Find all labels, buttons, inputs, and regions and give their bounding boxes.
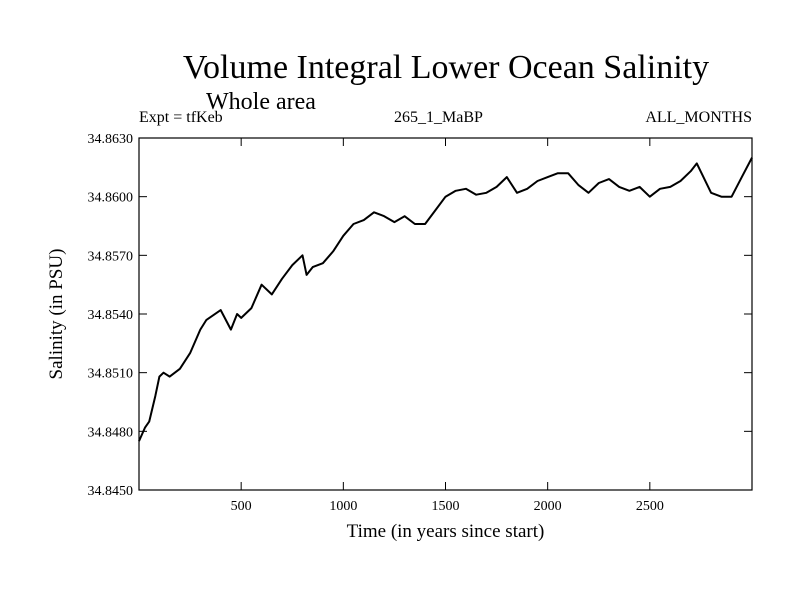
y-tick-label: 34.8480 xyxy=(88,425,134,440)
y-tick-label: 34.8600 xyxy=(88,191,134,206)
experiment-label: Expt = tfKeb xyxy=(139,109,223,126)
plot-frame xyxy=(138,137,753,491)
x-tick-label: 1500 xyxy=(432,499,460,514)
y-axis-label: Salinity (in PSU) xyxy=(46,249,67,380)
months-label: ALL_MONTHS xyxy=(645,109,752,126)
y-tick-label: 34.8510 xyxy=(88,367,134,382)
x-axis-label: Time (in years since start) xyxy=(347,521,545,542)
y-tick-label: 34.8570 xyxy=(88,249,134,264)
x-tick-label: 1000 xyxy=(329,499,357,514)
x-tick-label: 2000 xyxy=(534,499,562,514)
y-axis: 34.8450 34.8480 34.8510 34.8540 34.8570 34.86… xyxy=(88,132,752,499)
y-tick-label: 34.8630 xyxy=(88,132,134,147)
y-tick-label: 34.8450 xyxy=(88,484,134,499)
y-tick-label: 34.8540 xyxy=(88,308,134,323)
chart-title: Volume Integral Lower Ocean Salinity xyxy=(182,49,710,86)
x-tick-label: 500 xyxy=(231,499,252,514)
chart-subtitle: Whole area xyxy=(206,89,316,115)
x-axis: 500 1000 1500 2000 2500 xyxy=(231,138,664,514)
plot-area xyxy=(138,157,753,442)
x-tick-label: 2500 xyxy=(636,499,664,514)
salinity-series-line xyxy=(138,157,753,442)
period-label: 265_1_MaBP xyxy=(394,109,483,126)
